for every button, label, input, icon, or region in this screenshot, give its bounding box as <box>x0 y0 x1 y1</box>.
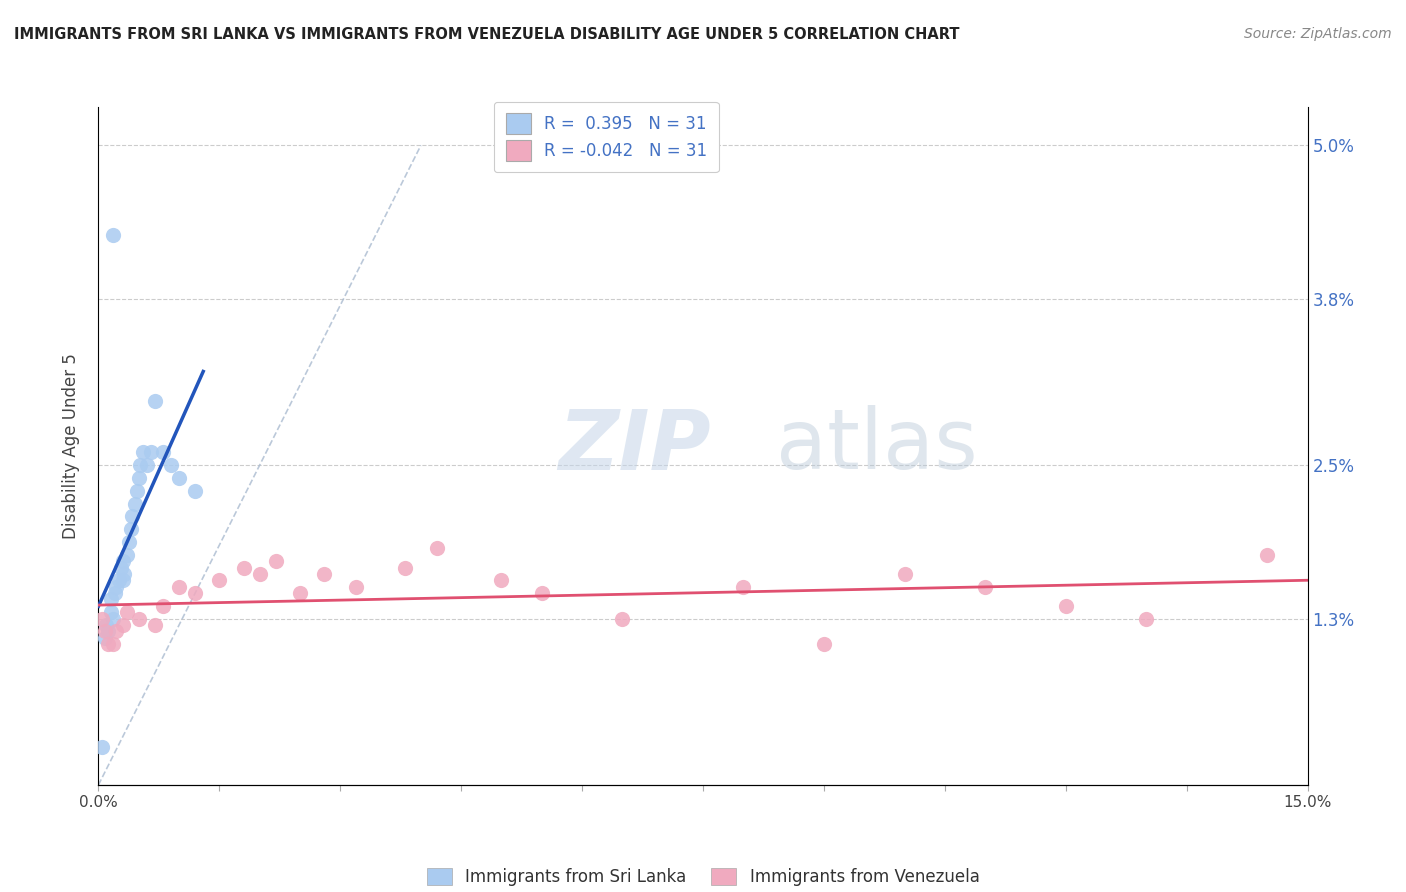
Point <box>135 458 157 473</box>
Point <box>160 458 183 473</box>
Point <box>208 574 231 588</box>
Point <box>115 605 138 619</box>
Point <box>1054 599 1077 613</box>
Point <box>1135 612 1157 626</box>
Point <box>426 541 449 556</box>
Point <box>111 574 134 588</box>
Point <box>612 612 634 626</box>
Point <box>107 574 129 588</box>
Point <box>111 618 134 632</box>
Point <box>127 483 149 498</box>
Point <box>184 483 207 498</box>
Point <box>893 566 915 581</box>
Point <box>184 586 207 600</box>
Point <box>139 445 162 459</box>
Point <box>813 637 835 651</box>
Point <box>491 574 513 588</box>
Point <box>1256 548 1278 562</box>
Text: ZIP: ZIP <box>558 406 710 486</box>
Y-axis label: Disability Age Under 5: Disability Age Under 5 <box>62 353 80 539</box>
Point <box>101 612 124 626</box>
Point <box>974 580 997 594</box>
Point <box>91 612 114 626</box>
Point <box>101 637 124 651</box>
Point <box>101 227 124 242</box>
Point <box>121 509 143 524</box>
Point <box>100 592 122 607</box>
Text: atlas: atlas <box>776 406 977 486</box>
Point <box>100 605 122 619</box>
Point <box>103 586 125 600</box>
Point <box>152 445 174 459</box>
Point <box>167 471 190 485</box>
Point <box>128 471 150 485</box>
Point <box>128 612 150 626</box>
Point <box>94 631 117 645</box>
Point <box>167 580 190 594</box>
Point <box>143 618 166 632</box>
Point <box>288 586 311 600</box>
Text: Source: ZipAtlas.com: Source: ZipAtlas.com <box>1244 27 1392 41</box>
Point <box>115 548 138 562</box>
Point <box>394 560 416 574</box>
Point <box>143 394 166 409</box>
Point <box>97 624 120 639</box>
Point <box>94 624 117 639</box>
Point <box>112 566 135 581</box>
Point <box>344 580 367 594</box>
Point <box>91 739 114 754</box>
Point <box>232 560 254 574</box>
Point <box>105 624 128 639</box>
Point <box>733 580 755 594</box>
Point <box>96 618 118 632</box>
Point <box>249 566 271 581</box>
Point <box>129 458 152 473</box>
Text: IMMIGRANTS FROM SRI LANKA VS IMMIGRANTS FROM VENEZUELA DISABILITY AGE UNDER 5 CO: IMMIGRANTS FROM SRI LANKA VS IMMIGRANTS … <box>14 27 959 42</box>
Point <box>111 554 134 568</box>
Point <box>264 554 287 568</box>
Point <box>118 535 141 549</box>
Point <box>530 586 553 600</box>
Point <box>120 522 142 536</box>
Point <box>314 566 336 581</box>
Point <box>105 580 128 594</box>
Legend: Immigrants from Sri Lanka, Immigrants from Venezuela: Immigrants from Sri Lanka, Immigrants fr… <box>420 861 986 892</box>
Point <box>132 445 155 459</box>
Point <box>124 497 146 511</box>
Point <box>110 560 132 574</box>
Point <box>152 599 174 613</box>
Point <box>97 637 120 651</box>
